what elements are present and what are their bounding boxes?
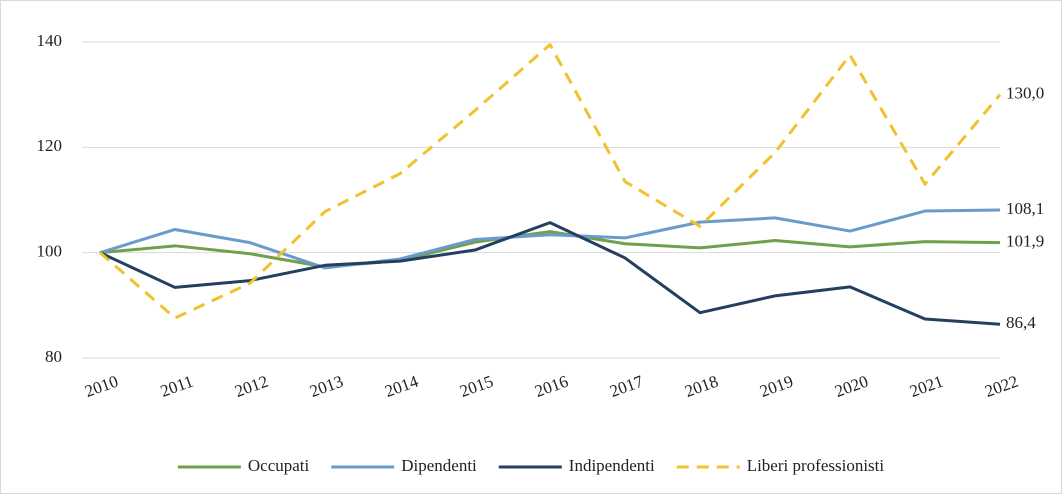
series-line — [99, 230, 1001, 269]
series-line — [99, 208, 1001, 270]
y-tick-label: 140 — [37, 31, 63, 50]
legend-label: Dipendenti — [401, 456, 477, 475]
y-tick-label: 100 — [37, 242, 63, 261]
y-tick-label: 80 — [45, 347, 62, 366]
legend-label: Occupati — [248, 456, 310, 475]
series-line — [99, 43, 1002, 320]
value-label: 108,1 — [1006, 199, 1044, 218]
y-tick-label: 120 — [37, 136, 63, 155]
legend-label: Liberi professionisti — [747, 456, 885, 475]
series-line — [99, 221, 1001, 326]
value-label: 101,9 — [1006, 232, 1044, 251]
value-label: 86,4 — [1006, 313, 1036, 332]
legend-label: Indipendenti — [569, 456, 655, 475]
value-label: 130,0 — [1006, 84, 1044, 103]
